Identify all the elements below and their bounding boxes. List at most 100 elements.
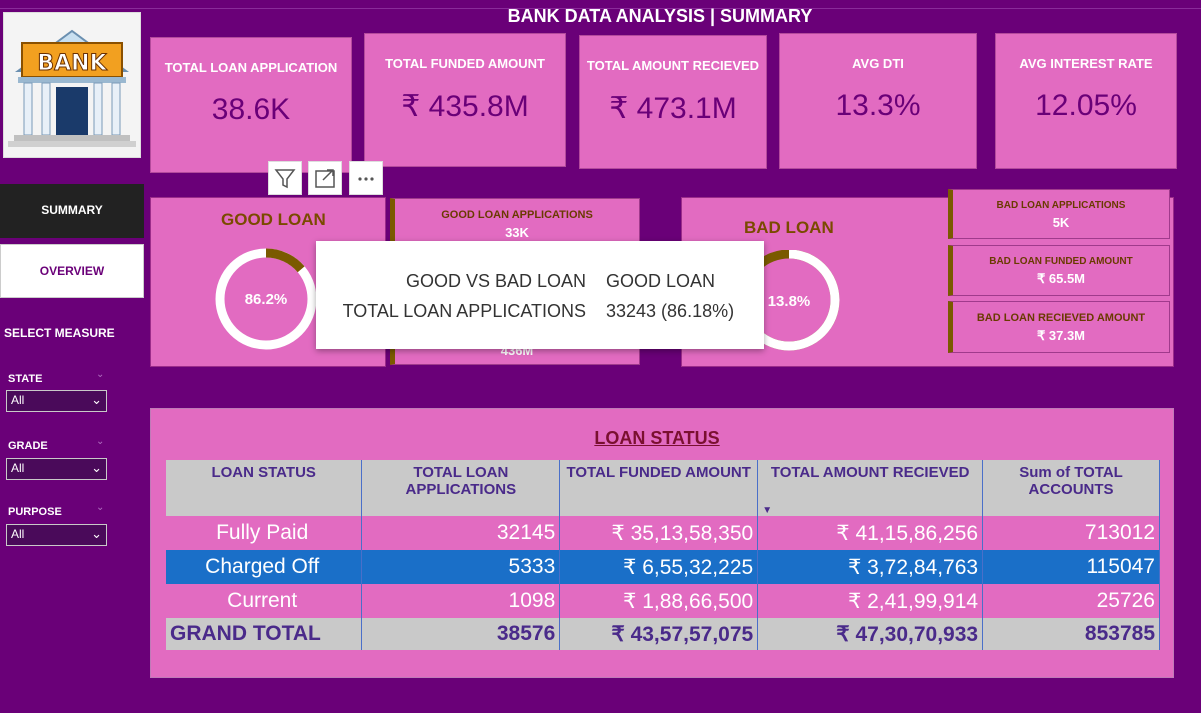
purpose-filter-label: PURPOSE <box>8 506 62 518</box>
kpi-value: ₹ 473.1M <box>609 92 737 125</box>
focus-mode-icon <box>315 169 335 188</box>
bad-loan-applications-label: BAD LOAN APPLICATIONS <box>996 200 1126 211</box>
good-loan-percent: 86.2% <box>245 291 288 308</box>
filter-icon <box>274 169 296 189</box>
grade-filter-label: GRADE <box>8 440 48 452</box>
chevron-down-icon: ⌄ <box>91 392 102 407</box>
bank-logo: BANK <box>3 12 141 158</box>
bad-loan-applications-value: 5K <box>1052 215 1070 230</box>
kpi-avg-dti: AVG DTI 13.3% <box>779 33 977 169</box>
column-header-label: TOTAL AMOUNT RECIEVED <box>770 464 970 481</box>
nav-overview-button[interactable]: OVERVIEW <box>0 244 144 298</box>
cell: ₹ 41,15,86,256 <box>757 516 984 550</box>
cell: Current <box>166 584 363 618</box>
cell: ₹ 47,30,70,933 <box>757 618 984 650</box>
more-options-button[interactable] <box>349 161 383 195</box>
chevron-down-icon: ⌄ <box>96 502 105 513</box>
tooltip-key-1: GOOD VS BAD LOAN <box>405 271 586 291</box>
state-select-value: All <box>11 393 25 407</box>
table-total-row: GRAND TOTAL 38576 ₹ 43,57,57,075 ₹ 47,30… <box>166 618 1160 650</box>
table-row-selected[interactable]: Charged Off 5333 ₹ 6,55,32,225 ₹ 3,72,84… <box>166 550 1160 584</box>
kpi-value: 12.05% <box>1035 89 1137 122</box>
bad-loan-funded-label: BAD LOAN FUNDED AMOUNT <box>989 256 1133 267</box>
kpi-value: 38.6K <box>211 93 291 126</box>
bad-loan-received-card: BAD LOAN RECIEVED AMOUNT ₹ 37.3M <box>948 301 1170 353</box>
page-title: BANK DATA ANALYSIS | SUMMARY <box>507 6 813 26</box>
tooltip-key-2: TOTAL LOAN APPLICATIONS <box>342 301 586 321</box>
purpose-select[interactable]: All ⌄ <box>6 524 107 546</box>
loan-status-table: LOAN STATUS TOTAL LOAN APPLICATIONS TOTA… <box>166 460 1160 650</box>
column-header[interactable]: Sum of TOTAL ACCOUNTS <box>982 460 1160 516</box>
bad-loan-funded-value: ₹ 65.5M <box>1036 271 1085 286</box>
kpi-total-amount-received: TOTAL AMOUNT RECIEVED ₹ 473.1M <box>579 35 767 169</box>
focus-mode-button[interactable] <box>308 161 342 195</box>
bad-loan-title: BAD LOAN <box>744 218 834 237</box>
cell: ₹ 43,57,57,075 <box>559 618 759 650</box>
bad-loan-percent: 13.8% <box>768 293 811 310</box>
chevron-down-icon: ⌄ <box>91 526 102 541</box>
state-select[interactable]: All ⌄ <box>6 390 107 412</box>
cell: GRAND TOTAL <box>166 618 363 650</box>
tooltip-value-2: 33243 (86.18%) <box>606 301 735 321</box>
cell: 115047 <box>982 550 1160 584</box>
top-divider <box>0 8 1201 9</box>
good-loan-applications-label: GOOD LOAN APPLICATIONS <box>441 209 593 221</box>
cell: 713012 <box>982 516 1160 550</box>
cell: ₹ 2,41,99,914 <box>757 584 984 618</box>
good-loan-title: GOOD LOAN <box>221 210 326 229</box>
column-header[interactable]: TOTAL LOAN APPLICATIONS <box>361 460 561 516</box>
more-options-icon <box>358 177 374 181</box>
bad-loan-funded-card: BAD LOAN FUNDED AMOUNT ₹ 65.5M <box>948 245 1170 296</box>
purpose-select-value: All <box>11 527 25 541</box>
table-header-row: LOAN STATUS TOTAL LOAN APPLICATIONS TOTA… <box>166 460 1160 516</box>
bad-loan-received-value: ₹ 37.3M <box>1036 328 1085 343</box>
good-loan-applications-card: GOOD LOAN APPLICATIONS 33K <box>390 198 640 248</box>
chevron-down-icon: ⌄ <box>96 436 105 447</box>
nav-summary-button[interactable]: SUMMARY <box>0 184 144 238</box>
cell: ₹ 6,55,32,225 <box>559 550 759 584</box>
grade-select[interactable]: All ⌄ <box>6 458 107 480</box>
grade-select-value: All <box>11 461 25 475</box>
cell: Fully Paid <box>166 516 363 550</box>
bad-loan-received-label: BAD LOAN RECIEVED AMOUNT <box>976 312 1146 324</box>
kpi-value: 13.3% <box>835 89 921 122</box>
loan-status-title: LOAN STATUS <box>594 428 720 448</box>
donut-segment-good <box>215 248 317 350</box>
kpi-total-loan-applications: TOTAL LOAN APPLICATION 38.6K <box>150 37 352 173</box>
cell: 32145 <box>361 516 561 550</box>
kpi-total-funded-amount: TOTAL FUNDED AMOUNT ₹ 435.8M <box>364 33 566 167</box>
kpi-value: ₹ 435.8M <box>401 90 529 123</box>
cell: 5333 <box>361 550 561 584</box>
kpi-label: TOTAL LOAN APPLICATION <box>164 60 338 75</box>
table-row[interactable]: Fully Paid 32145 ₹ 35,13,58,350 ₹ 41,15,… <box>166 516 1160 550</box>
cell: ₹ 1,88,66,500 <box>559 584 759 618</box>
cell: 38576 <box>361 618 561 650</box>
kpi-label: TOTAL AMOUNT RECIEVED <box>586 58 760 73</box>
good-loan-donut[interactable]: 86.2% <box>211 244 321 354</box>
column-header[interactable]: LOAN STATUS <box>166 460 363 516</box>
chevron-down-icon: ⌄ <box>96 369 105 380</box>
loan-status-card: LOAN STATUS LOAN STATUS TOTAL LOAN APPLI… <box>150 408 1174 678</box>
cell: 853785 <box>982 618 1160 650</box>
sort-descending-icon: ▼ <box>762 505 773 516</box>
kpi-label: TOTAL FUNDED AMOUNT <box>385 56 545 71</box>
column-header[interactable]: TOTAL FUNDED AMOUNT <box>559 460 759 516</box>
cell: ₹ 3,72,84,763 <box>757 550 984 584</box>
good-loan-applications-value: 33K <box>505 225 529 240</box>
chart-tooltip: GOOD VS BAD LOAN GOOD LOAN TOTAL LOAN AP… <box>316 241 764 349</box>
cell: ₹ 35,13,58,350 <box>559 516 759 550</box>
filter-button[interactable] <box>268 161 302 195</box>
chevron-down-icon: ⌄ <box>91 460 102 475</box>
column-header-sorted[interactable]: TOTAL AMOUNT RECIEVED ▼ <box>757 460 984 516</box>
state-filter-label: STATE <box>8 373 43 385</box>
select-measure-heading: SELECT MEASURE <box>4 326 115 340</box>
bank-building-icon: BANK <box>4 13 140 157</box>
tooltip-value-1: GOOD LOAN <box>606 271 716 291</box>
bad-loan-applications-card: BAD LOAN APPLICATIONS 5K <box>948 189 1170 239</box>
cell: 25726 <box>982 584 1160 618</box>
cell: 1098 <box>361 584 561 618</box>
kpi-avg-interest-rate: AVG INTEREST RATE 12.05% <box>995 33 1177 169</box>
logo-text: BANK <box>37 51 107 76</box>
kpi-label: AVG INTEREST RATE <box>1019 56 1153 71</box>
table-row[interactable]: Current 1098 ₹ 1,88,66,500 ₹ 2,41,99,914… <box>166 584 1160 618</box>
